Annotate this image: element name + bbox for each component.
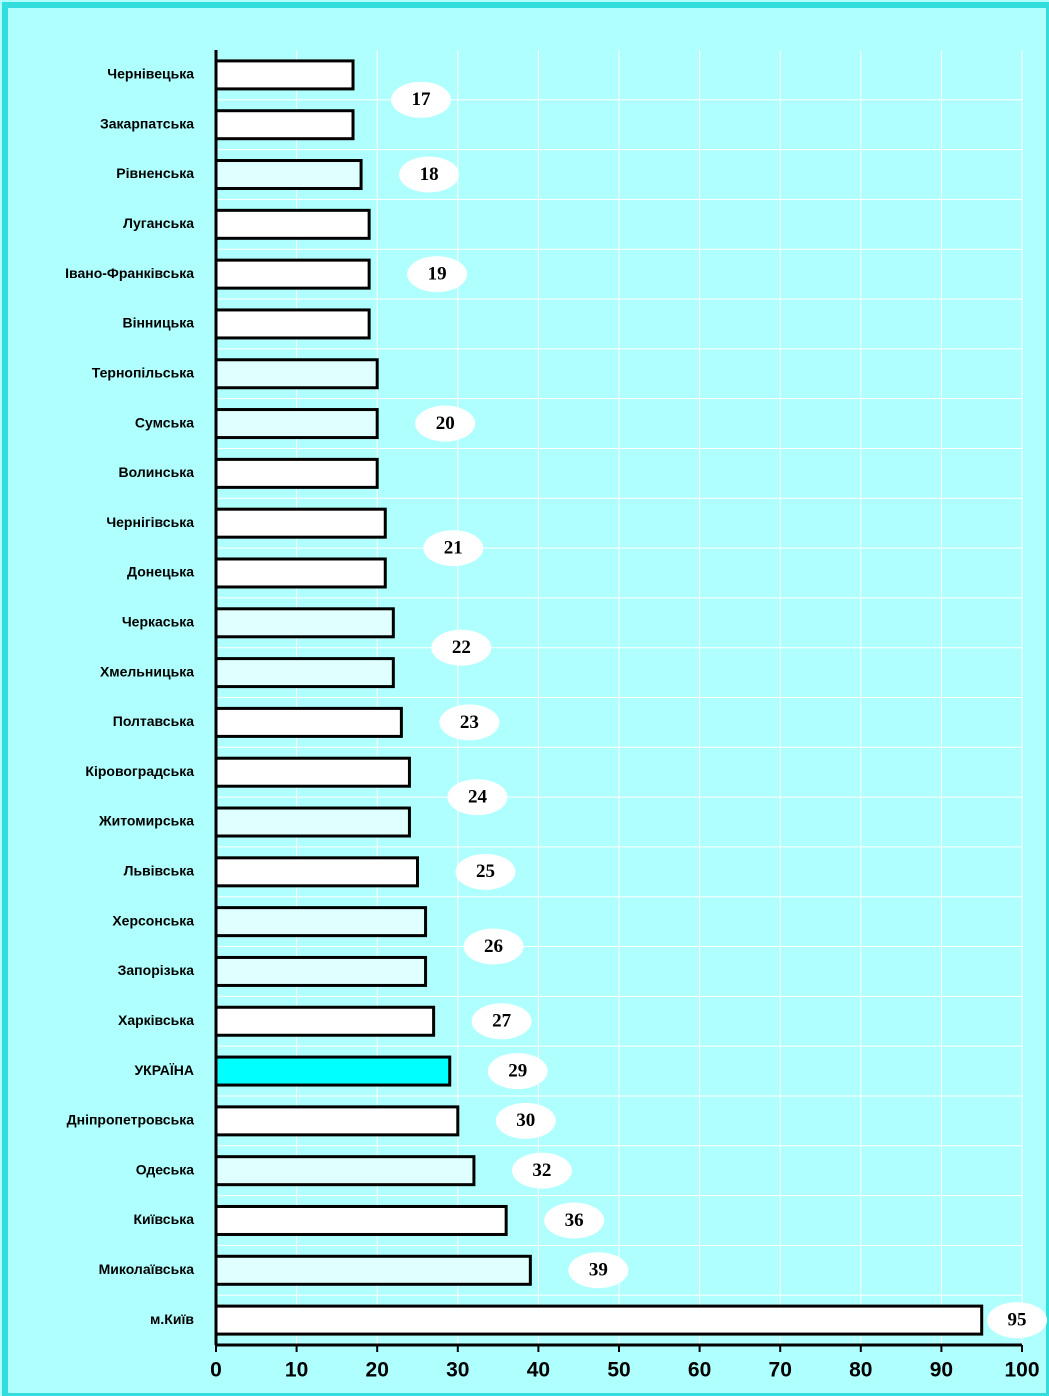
y-tick-label: Чернівецька xyxy=(107,66,194,82)
value-label-bg xyxy=(391,81,452,118)
y-tick-label: Рівненська xyxy=(116,165,194,181)
x-tick-label: 10 xyxy=(285,1359,308,1382)
bar xyxy=(214,1155,476,1187)
y-tick-label: Закарпатська xyxy=(100,115,194,131)
x-tick-label: 40 xyxy=(527,1359,550,1382)
value-label: 20 xyxy=(436,413,455,434)
y-tick-label: Житомирська xyxy=(98,813,194,829)
bar xyxy=(214,208,371,240)
x-tick-label: 20 xyxy=(366,1359,389,1382)
y-tick-label: Полтавська xyxy=(113,713,194,729)
value-label-bg xyxy=(987,1302,1047,1339)
value-label-bg xyxy=(568,1252,629,1289)
value-label: 32 xyxy=(532,1160,551,1181)
value-label: 36 xyxy=(565,1210,584,1231)
y-tick-label: Київська xyxy=(133,1211,194,1227)
bar xyxy=(214,955,428,987)
y-tick-label: Волинська xyxy=(119,464,195,480)
y-tick-label: Львівська xyxy=(124,863,195,879)
value-label: 25 xyxy=(476,861,495,882)
y-tick-label: Донецька xyxy=(127,564,194,580)
value-label-bg xyxy=(471,1003,532,1040)
bar xyxy=(214,657,395,689)
value-label: 39 xyxy=(589,1260,608,1281)
bar xyxy=(214,507,387,539)
bar xyxy=(214,607,395,639)
bar xyxy=(214,1204,508,1236)
value-label-bg xyxy=(511,1152,572,1189)
x-tick-label: 80 xyxy=(849,1359,872,1382)
bar xyxy=(214,1005,436,1037)
y-tick-label: Черкаська xyxy=(122,613,194,629)
value-label-bg xyxy=(431,629,492,666)
y-tick-label: Чернігівська xyxy=(106,514,194,530)
bar xyxy=(214,159,363,191)
value-label: 23 xyxy=(460,712,479,733)
y-tick-label: Херсонська xyxy=(112,912,194,928)
y-tick-label: Хмельницька xyxy=(100,663,194,679)
value-label-bg xyxy=(495,1102,556,1139)
bar xyxy=(214,358,379,390)
y-tick-label: Харківська xyxy=(118,1012,194,1028)
bar xyxy=(214,756,411,788)
y-tick-label: Одеська xyxy=(136,1161,194,1177)
value-label-bg xyxy=(399,156,460,193)
value-label: 30 xyxy=(516,1110,535,1131)
bar xyxy=(214,1254,532,1286)
x-tick-label: 90 xyxy=(930,1359,953,1382)
y-tick-label: УКРАЇНА xyxy=(134,1062,194,1078)
bar xyxy=(214,906,428,938)
bar xyxy=(214,1304,984,1336)
value-label: 24 xyxy=(468,786,488,807)
bar xyxy=(214,408,379,440)
value-label-bg xyxy=(463,928,524,965)
bar xyxy=(214,1105,460,1137)
y-tick-label: м.Київ xyxy=(150,1311,194,1327)
y-tick-label: Вінницька xyxy=(122,315,194,331)
x-tick-label: 60 xyxy=(688,1359,711,1382)
value-label: 22 xyxy=(452,637,471,658)
x-tick-label: 70 xyxy=(769,1359,792,1382)
y-tick-label: Дніпропетровська xyxy=(67,1112,195,1128)
value-label: 19 xyxy=(428,263,447,284)
value-label-bg xyxy=(487,1053,548,1090)
y-tick-label: Луганська xyxy=(123,215,194,231)
value-label-bg xyxy=(423,530,484,567)
value-label: 27 xyxy=(492,1011,512,1032)
bar xyxy=(214,258,371,290)
value-label-bg xyxy=(439,704,500,741)
bar xyxy=(214,706,403,738)
y-tick-label: Івано-Франківська xyxy=(65,265,194,281)
value-label-bg xyxy=(544,1202,605,1239)
value-label: 18 xyxy=(420,164,439,185)
value-label: 95 xyxy=(1008,1309,1027,1330)
x-tick-label: 50 xyxy=(607,1359,630,1382)
value-label: 29 xyxy=(508,1060,527,1081)
y-tick-label: Сумська xyxy=(135,414,194,430)
x-tick-label: 30 xyxy=(446,1359,469,1382)
value-label-bg xyxy=(407,256,468,293)
y-tick-label: Миколаївська xyxy=(99,1261,195,1277)
value-label-bg xyxy=(447,779,508,816)
value-label-bg xyxy=(415,405,476,442)
bar xyxy=(214,308,371,340)
x-tick-label: 0 xyxy=(210,1359,222,1382)
value-label: 17 xyxy=(412,89,432,110)
bar xyxy=(214,59,355,91)
bar xyxy=(214,1055,452,1087)
value-label: 21 xyxy=(444,537,463,558)
bar xyxy=(214,806,411,838)
bar xyxy=(214,856,419,888)
y-tick-label: Кіровоградська xyxy=(85,763,194,779)
y-tick-label: Тернопільська xyxy=(92,364,194,380)
y-tick-label: Запорізька xyxy=(118,962,195,978)
bar xyxy=(214,457,379,489)
bar xyxy=(214,557,387,589)
value-label: 26 xyxy=(484,936,503,957)
value-label-bg xyxy=(455,853,516,890)
x-tick-label: 100 xyxy=(1004,1359,1039,1382)
bar xyxy=(214,109,355,141)
